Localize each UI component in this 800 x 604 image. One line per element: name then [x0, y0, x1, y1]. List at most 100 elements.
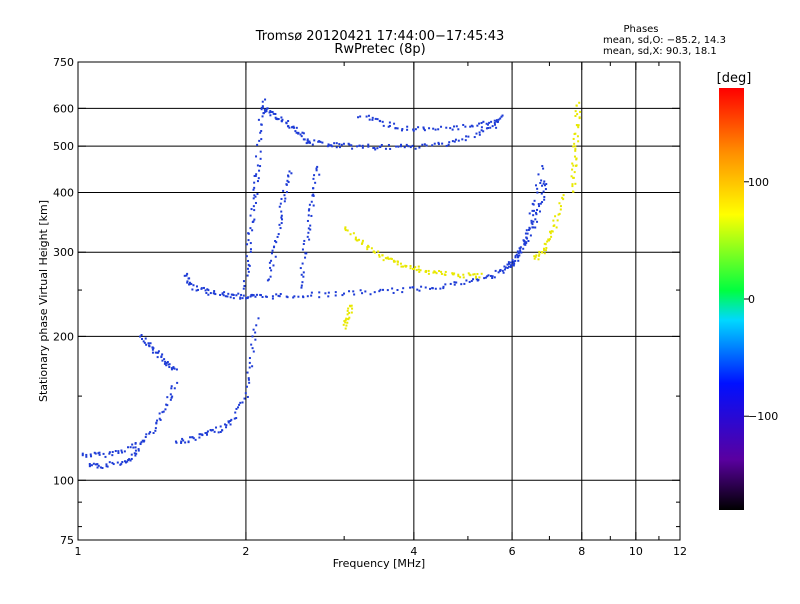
- colorbar: [719, 88, 744, 510]
- data-point: [535, 184, 538, 187]
- data-point: [579, 110, 582, 113]
- data-point: [126, 460, 129, 463]
- data-point: [269, 114, 272, 117]
- data-point: [356, 145, 359, 148]
- data-point: [573, 142, 576, 145]
- data-point: [94, 463, 97, 466]
- data-point: [149, 431, 152, 434]
- data-point: [528, 212, 531, 215]
- data-point: [319, 140, 322, 143]
- data-point: [185, 274, 188, 277]
- data-point: [246, 267, 249, 270]
- data-point: [135, 452, 138, 455]
- data-point: [382, 124, 385, 127]
- data-point: [281, 118, 284, 121]
- data-point: [305, 252, 308, 255]
- data-point: [432, 271, 435, 274]
- data-point: [412, 286, 415, 289]
- data-point: [307, 231, 310, 234]
- data-point: [277, 294, 280, 297]
- data-point: [270, 252, 273, 255]
- data-point: [497, 120, 500, 123]
- data-point: [536, 208, 539, 211]
- data-point: [171, 395, 174, 398]
- data-point: [302, 275, 305, 278]
- data-point: [338, 146, 341, 149]
- data-point: [120, 449, 123, 452]
- data-point: [453, 281, 456, 284]
- data-point: [346, 309, 349, 312]
- data-point: [247, 296, 250, 299]
- data-point: [164, 360, 167, 363]
- data-point: [148, 432, 151, 435]
- data-point: [219, 293, 222, 296]
- data-point: [527, 240, 530, 243]
- data-point: [409, 267, 412, 270]
- data-point: [105, 465, 108, 468]
- data-point: [123, 450, 126, 453]
- data-point: [168, 366, 171, 369]
- data-point: [269, 111, 272, 114]
- data-point: [134, 454, 137, 457]
- data-point: [260, 138, 263, 141]
- data-point: [465, 135, 468, 138]
- data-point: [186, 272, 189, 275]
- data-point: [260, 108, 263, 111]
- data-point: [367, 245, 370, 248]
- data-point: [141, 439, 144, 442]
- data-point: [258, 139, 261, 142]
- data-point: [416, 288, 419, 291]
- data-point: [427, 269, 430, 272]
- data-point: [187, 440, 190, 443]
- data-point: [275, 241, 278, 244]
- data-point: [471, 125, 474, 128]
- data-point: [414, 128, 417, 131]
- data-point: [260, 123, 263, 126]
- data-point: [307, 141, 310, 144]
- x-tick-label: 4: [410, 545, 417, 558]
- data-point: [526, 237, 529, 240]
- colorbar-label: [deg]: [717, 71, 752, 86]
- data-point: [275, 293, 278, 296]
- data-point: [403, 146, 406, 149]
- data-point: [288, 170, 291, 173]
- data-point: [253, 209, 256, 212]
- data-point: [387, 125, 390, 128]
- data-point: [176, 381, 179, 384]
- data-point: [229, 419, 232, 422]
- data-point: [252, 220, 255, 223]
- data-point: [256, 143, 259, 146]
- data-point: [350, 304, 353, 307]
- data-point: [535, 254, 538, 257]
- data-point: [502, 271, 505, 274]
- data-point: [552, 219, 555, 222]
- data-point: [254, 331, 257, 334]
- data-point: [374, 148, 377, 151]
- data-point: [250, 343, 253, 346]
- data-point: [361, 144, 364, 147]
- data-point: [532, 220, 535, 223]
- data-point: [97, 464, 100, 467]
- data-point: [467, 272, 470, 275]
- data-point: [394, 127, 397, 130]
- data-point: [543, 249, 546, 252]
- data-point: [292, 126, 295, 129]
- data-point: [309, 224, 312, 227]
- data-point: [303, 239, 306, 242]
- data-point: [280, 216, 283, 219]
- data-point: [475, 132, 478, 135]
- data-point: [347, 318, 350, 321]
- data-point: [155, 421, 158, 424]
- data-point: [340, 143, 343, 146]
- data-point: [165, 362, 168, 365]
- data-point: [286, 179, 289, 182]
- data-point: [108, 461, 111, 464]
- data-point: [424, 286, 427, 289]
- data-point: [253, 194, 256, 197]
- data-point: [393, 122, 396, 125]
- data-point: [285, 183, 288, 186]
- data-point: [211, 428, 214, 431]
- data-point: [346, 321, 349, 324]
- data-point: [259, 157, 262, 160]
- data-point: [384, 147, 387, 150]
